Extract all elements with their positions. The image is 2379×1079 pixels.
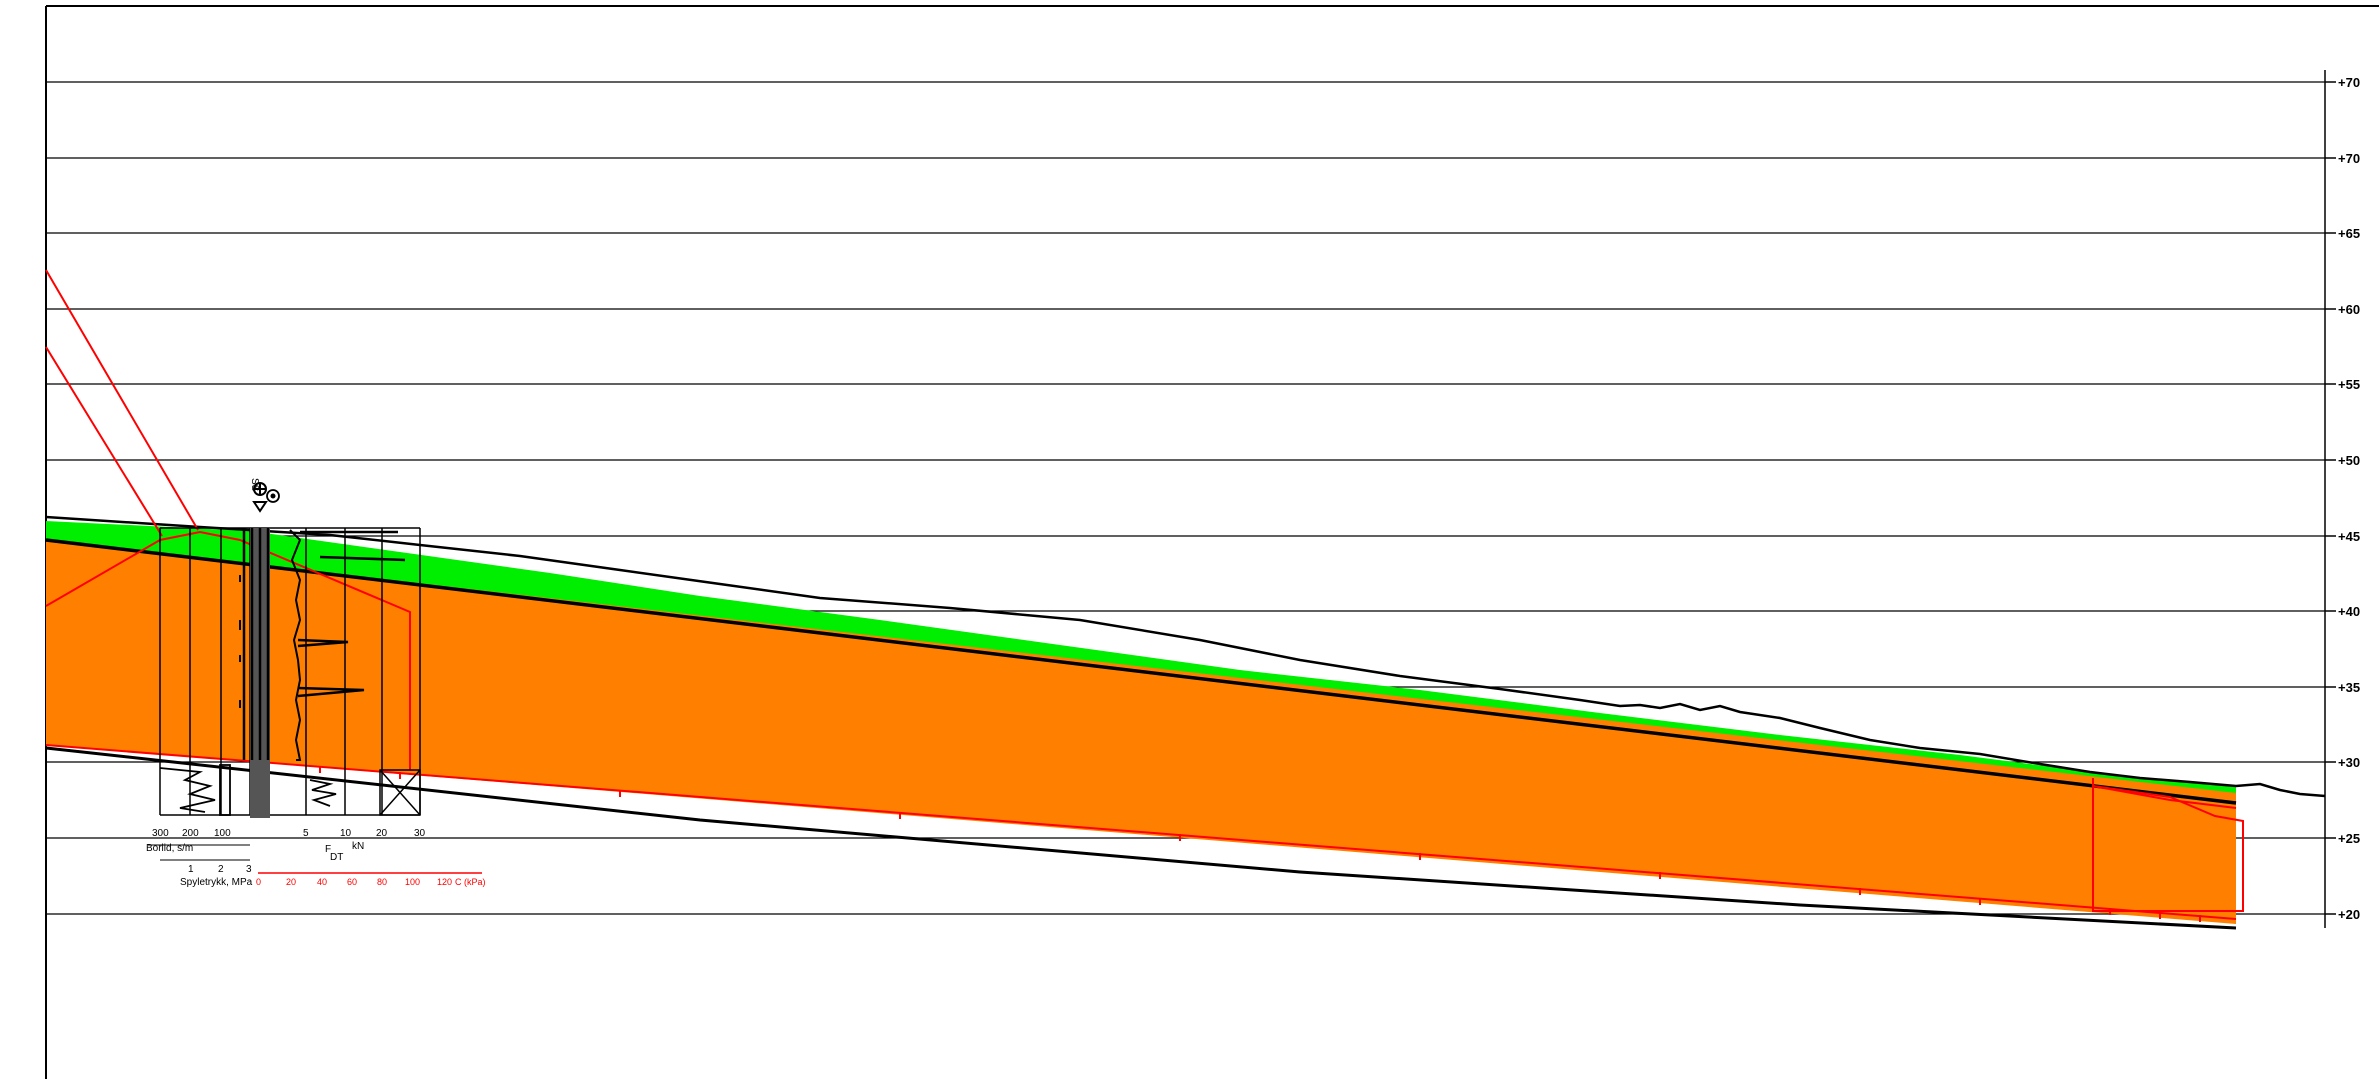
red-ticks — [319, 766, 2201, 922]
force-scale: 5 10 20 30 F DT kN — [303, 828, 426, 863]
force-spike-2 — [297, 686, 365, 698]
force-tick: 5 — [303, 828, 309, 839]
borlid-tick: 100 — [214, 828, 231, 839]
spyletrykk-tick: 1 — [188, 864, 194, 875]
spyletrykk-tick: 2 — [218, 864, 224, 875]
shear-tick: 20 — [286, 877, 296, 887]
borlid-title: Borlid, s/m — [146, 843, 193, 854]
spyletrykk-scale: 1 2 3 Spyletrykk, MPa — [160, 859, 253, 888]
shear-tick: 100 — [405, 877, 420, 887]
shear-unit: C (kPa) — [455, 877, 486, 887]
borehole-top-markers — [300, 530, 406, 562]
borehole-symbol: SS — [249, 478, 280, 513]
elevation-label: +50 — [2338, 453, 2360, 468]
force-title-sub: DT — [330, 852, 343, 863]
borehole-column-lines — [242, 528, 270, 760]
elevation-label: +70 — [2338, 151, 2360, 166]
shear-tick: 80 — [377, 877, 387, 887]
water-level-icon — [252, 501, 268, 513]
terrain-line — [45, 515, 2326, 798]
borlid-tick: 200 — [182, 828, 199, 839]
shear-tick: 40 — [317, 877, 327, 887]
topsoil-layer — [46, 521, 2236, 793]
force-tick: 10 — [340, 828, 352, 839]
force-tick: 30 — [414, 828, 426, 839]
elevation-label: +35 — [2338, 680, 2360, 695]
borlid-scale: 300 200 100 Borlid, s/m — [146, 828, 250, 854]
borehole-log: SS 300 200 100 Borlid, s/m 1 2 3 Spyletr… — [146, 478, 486, 888]
elevation-label: +40 — [2338, 604, 2360, 619]
elevation-label: +70 — [2338, 75, 2360, 90]
clay-layer — [46, 538, 2236, 924]
force-trace — [289, 529, 302, 761]
red-shear-scale: 0 20 40 60 80 100 120 C (kPa) — [256, 872, 486, 887]
elevation-label: +55 — [2338, 377, 2360, 392]
bedrock-line — [45, 746, 2237, 930]
force-tick: 20 — [376, 828, 388, 839]
elevation-label: +65 — [2338, 226, 2360, 241]
spyletrykk-title: Spyletrykk, MPa — [180, 877, 253, 888]
shear-tick: 120 — [437, 877, 452, 887]
shear-tick: 60 — [347, 877, 357, 887]
spyletrykk-tick: 3 — [246, 864, 252, 875]
elevation-label: +30 — [2338, 755, 2360, 770]
elevation-axis: +70 +70 +65 +60 +55 +50 +45 +40 +35 +30 … — [2324, 70, 2360, 928]
shear-tick: 0 — [256, 877, 261, 887]
target-icon — [266, 489, 280, 503]
elevation-label: +45 — [2338, 529, 2360, 544]
elevation-label: +20 — [2338, 907, 2360, 922]
force-spike-1 — [297, 638, 349, 648]
elevation-label: +60 — [2338, 302, 2360, 317]
borlid-tick: 300 — [152, 828, 169, 839]
red-boundary-lines — [45, 269, 2244, 920]
force-title: F — [325, 844, 331, 855]
elevation-label: +25 — [2338, 831, 2360, 846]
clay-top-line — [45, 538, 2237, 805]
force-unit: kN — [352, 841, 364, 852]
bedrock-log-trace — [159, 764, 337, 816]
